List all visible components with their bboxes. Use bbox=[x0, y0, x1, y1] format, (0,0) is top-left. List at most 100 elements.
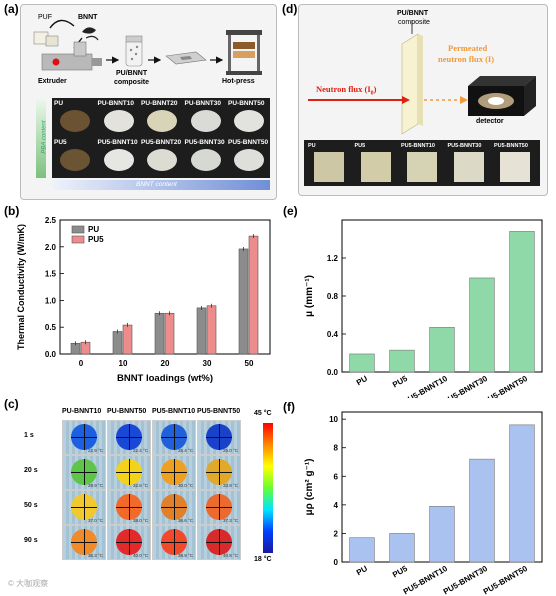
bar bbox=[509, 424, 535, 563]
sample-disc bbox=[103, 110, 134, 132]
y-tick-label: 0.0 bbox=[327, 368, 339, 377]
thermal-sample-spot bbox=[116, 424, 142, 450]
hotpress-label: Hot-press bbox=[222, 78, 255, 85]
film-icon bbox=[165, 51, 207, 65]
y-tick-label: 0 bbox=[334, 558, 339, 567]
y-tick-label: 1.2 bbox=[327, 254, 339, 263]
sample-label: PU bbox=[54, 100, 64, 107]
thermal-col-header: PU-BNNT10 bbox=[62, 408, 102, 415]
thermal-sample-spot bbox=[71, 459, 97, 485]
y-axis-label: μ (mm⁻¹) bbox=[304, 275, 315, 317]
legend-label: PU bbox=[88, 225, 99, 234]
y-tick-label: 2.0 bbox=[45, 243, 57, 252]
pba-axis-label: PBA content bbox=[41, 120, 48, 154]
pba-content-axis bbox=[36, 100, 46, 178]
panel-label-a: (a) bbox=[4, 2, 19, 16]
sample-disc bbox=[190, 110, 221, 132]
x-tick-label: PU bbox=[355, 374, 369, 387]
y-tick-label: 0.4 bbox=[327, 330, 339, 339]
temperature-reading: 40.8 °C bbox=[222, 553, 238, 558]
neutron-sample-label: PU5-BNNT50 bbox=[494, 143, 528, 149]
sample-disc bbox=[60, 110, 90, 132]
scale-max-label: 45 °C bbox=[254, 410, 272, 417]
thermal-sample-spot bbox=[71, 529, 97, 555]
thermal-col-header: PU5-BNNT10 bbox=[152, 408, 196, 415]
y-tick-label: 1.0 bbox=[45, 296, 57, 305]
x-tick-label: 10 bbox=[119, 359, 128, 368]
scale-min-label: 18 °C bbox=[254, 556, 272, 563]
thermal-image: 38.9 °C bbox=[152, 525, 196, 560]
composite-vial-icon bbox=[125, 35, 143, 67]
watermark: © 大咖观察 bbox=[8, 579, 49, 588]
thermal-sample-spot bbox=[161, 529, 187, 555]
y-tick-label: 2 bbox=[334, 529, 339, 538]
puf-label: PUF bbox=[38, 14, 52, 21]
panel-label-c: (c) bbox=[4, 397, 19, 411]
thermal-sample-spot bbox=[161, 424, 187, 450]
temperature-reading: 37.0 °C bbox=[87, 518, 103, 523]
thermal-image: 22.4 °C bbox=[107, 420, 151, 455]
sample-label: PU-BNNT50 bbox=[228, 100, 265, 107]
bar bbox=[349, 537, 375, 563]
neutron-sample-label: PU5-BNNT10 bbox=[401, 143, 435, 149]
bar bbox=[389, 533, 415, 563]
thermal-sample-spot bbox=[116, 459, 142, 485]
feed-arrow-icon bbox=[49, 19, 75, 29]
sample-label-2: composite bbox=[398, 19, 430, 26]
temperature-reading: 36.6 °C bbox=[177, 518, 193, 523]
bar bbox=[389, 349, 415, 373]
bar-pu bbox=[196, 307, 207, 355]
sample-disc bbox=[234, 110, 264, 132]
temperature-reading: 38.9 °C bbox=[177, 553, 193, 558]
thermal-sample-spot bbox=[71, 424, 97, 450]
sample-plate-icon bbox=[401, 33, 423, 135]
thermal-image: 37.0 °C bbox=[62, 490, 106, 525]
extruder-icon bbox=[41, 41, 102, 71]
neutron-sample-label: PU5-BNNT30 bbox=[447, 143, 482, 149]
neutron-sample-square bbox=[453, 152, 484, 182]
thermal-image: 32.6 °C bbox=[107, 455, 151, 490]
thermal-col-header: PU-BNNT50 bbox=[107, 408, 147, 415]
thermal-image: 38.0 °C bbox=[107, 490, 151, 525]
sample-disc bbox=[147, 149, 177, 171]
thermal-image: 29.9 °C bbox=[62, 455, 106, 490]
thermal-time-label: 90 s bbox=[24, 537, 38, 544]
y-tick-label: 10 bbox=[329, 415, 338, 424]
x-tick-label: PU5 bbox=[391, 374, 409, 390]
temperature-reading: 32.6 °C bbox=[132, 483, 148, 488]
thermal-time-label: 50 s bbox=[24, 502, 38, 509]
y-axis-label: Thermal Conductivity (W/mK) bbox=[16, 224, 26, 350]
thermal-image: 22.9 °C bbox=[62, 420, 106, 455]
puf-pellets-icon bbox=[33, 31, 59, 47]
y-tick-label: 1.5 bbox=[45, 270, 57, 279]
bar-pu5 bbox=[122, 324, 133, 355]
thermal-image: 30.0 °C bbox=[152, 455, 196, 490]
thermal-image: 37.3 °C bbox=[197, 490, 241, 525]
bar bbox=[429, 327, 455, 373]
thermal-sample-spot bbox=[161, 494, 187, 520]
thermal-image: 25.4 °C bbox=[152, 420, 196, 455]
sample-label: PU-BNNT20 bbox=[141, 100, 178, 107]
y-tick-label: 4 bbox=[334, 501, 339, 510]
neutron-sample-square bbox=[314, 152, 344, 182]
bar-pu bbox=[154, 312, 165, 355]
bar bbox=[429, 505, 455, 563]
x-tick-label: PU bbox=[355, 564, 369, 577]
legend-swatch bbox=[71, 225, 85, 234]
sample-label: PU5-BNNT50 bbox=[228, 139, 269, 146]
temperature-reading: 37.3 °C bbox=[222, 518, 238, 523]
bnnt-label: BNNT bbox=[78, 14, 98, 21]
x-axis-label: BNNT loadings (wt%) bbox=[117, 373, 213, 384]
sample-label: PU-BNNT10 bbox=[97, 100, 134, 107]
process-schematic bbox=[33, 19, 262, 75]
x-tick-label: 20 bbox=[161, 359, 170, 368]
x-tick-label: PU5 bbox=[391, 564, 409, 580]
y-axis-label: μρ (cm² g⁻¹) bbox=[304, 458, 315, 515]
thermal-sample-spot bbox=[161, 459, 187, 485]
bar-pu bbox=[238, 248, 249, 355]
arrow-head-icon bbox=[402, 96, 410, 104]
sample-disc bbox=[190, 149, 221, 171]
bar-pu5 bbox=[248, 235, 259, 355]
